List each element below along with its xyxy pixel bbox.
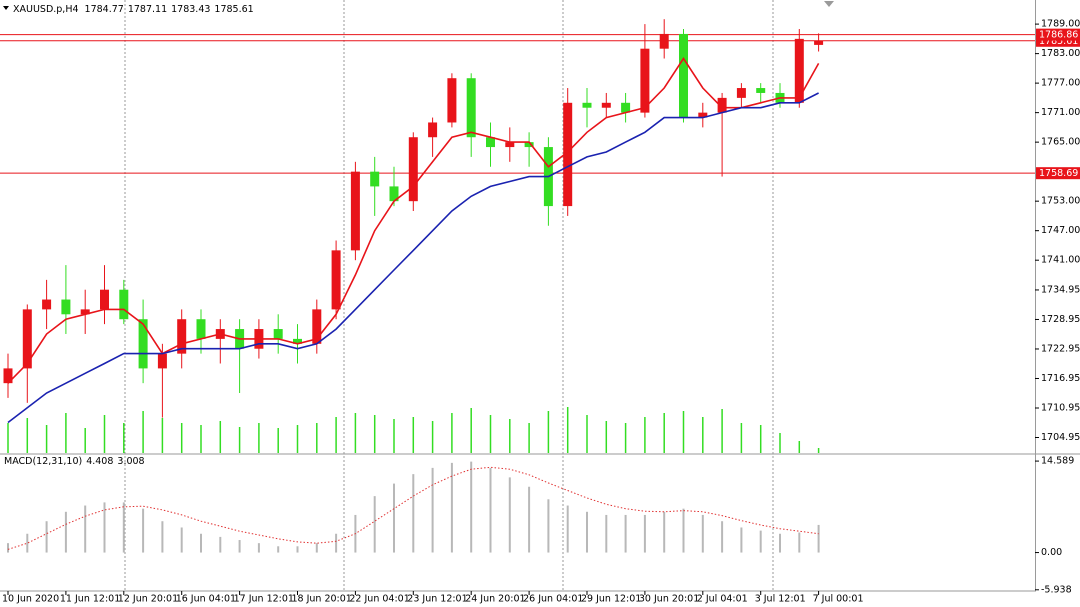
header-high: 1787.11 [128, 4, 167, 15]
moving-average [7, 57, 820, 384]
candle-body [563, 102, 573, 207]
header-arrow [3, 6, 9, 10]
y-tick-label: 1783.00 [1041, 48, 1080, 59]
candle-body [447, 78, 457, 123]
candle-body [138, 319, 148, 369]
chart-shift-marker [824, 1, 834, 7]
macd-value: 4.408 [86, 456, 113, 467]
macd-title: MACD(12,31,10) [4, 456, 82, 467]
candle-body [640, 48, 650, 113]
x-tick-label: 3 Jul 12:01 [755, 594, 806, 605]
y-tick-label: 1734.95 [1041, 284, 1080, 295]
y-tick-label: 1741.00 [1041, 255, 1080, 266]
y-tick-label: 1771.00 [1041, 107, 1080, 118]
price-label-box [1036, 28, 1080, 41]
header: XAUUSD.p,H4 1784.77 1787.11 1783.43 1785.61 [13, 4, 254, 15]
candle-body [331, 250, 341, 310]
candle-body [698, 112, 708, 118]
y-tick-label: 1753.00 [1041, 196, 1080, 207]
price-label-box [1036, 167, 1080, 180]
candle-body [100, 289, 109, 310]
candle-body [370, 171, 380, 187]
y-tick-label: 1777.00 [1041, 78, 1080, 89]
macd-signal [7, 466, 819, 550]
candle-body [679, 33, 688, 118]
candle-body [582, 102, 592, 108]
x-tick-label: 22 Jun 04:01 [349, 594, 409, 605]
y-tick-label: 1765.00 [1041, 137, 1080, 148]
price-label: 1786.86 [1039, 30, 1078, 41]
candle-body [350, 171, 360, 251]
price-label: 1758.69 [1039, 168, 1078, 179]
candle-body [756, 88, 766, 93]
header-open: 1784.77 [85, 4, 124, 15]
symbol-title: XAUUSD.p,H4 [13, 4, 79, 15]
x-tick-label: 17 Jun 12:01 [234, 594, 294, 605]
y-tick-label: 1722.95 [1041, 343, 1080, 354]
x-tick-label: 7 Jul 00:01 [813, 594, 864, 605]
layout [0, 0, 1080, 592]
x-tick-label: 29 Jun 12:01 [581, 594, 641, 605]
x-tick-label: 11 Jun 12:01 [60, 594, 120, 605]
x-tick-label: 2 Jul 04:01 [697, 594, 748, 605]
candle-body [196, 319, 206, 339]
candle-body [61, 299, 71, 315]
candle-body [717, 97, 727, 113]
candle-body [3, 368, 13, 384]
candle-body [273, 329, 283, 339]
moving-average [7, 92, 819, 424]
candle-body [736, 88, 746, 98]
candle-body [80, 309, 90, 315]
y-tick-label: 1728.95 [1041, 314, 1080, 325]
y-tick-label: 1747.00 [1041, 225, 1080, 236]
candle-body [157, 353, 167, 369]
candle-body [814, 40, 824, 45]
candle-body [389, 186, 399, 202]
x-tick-label: 16 Jun 04:01 [176, 594, 236, 605]
y-tick-label: 1710.95 [1041, 402, 1080, 413]
x-tick-label: 24 Jun 20:01 [465, 594, 525, 605]
x-tick-label: 10 Jun 2020 [2, 594, 59, 605]
candle-body [505, 142, 515, 148]
price-label: 1785.61 [1039, 36, 1078, 47]
candle-body [22, 309, 32, 369]
candle-body [601, 102, 611, 108]
x-tick-label: 23 Jun 12:01 [407, 594, 467, 605]
candle-body [466, 78, 476, 138]
x-tick-label: 26 Jun 04:01 [523, 594, 583, 605]
candle-body [659, 33, 669, 49]
y-tick-label: 1716.95 [1041, 373, 1080, 384]
x-tick-label: 12 Jun 20:01 [118, 594, 178, 605]
y-tick-label: 1789.00 [1041, 19, 1080, 30]
candle-body [177, 319, 187, 354]
candle-body [621, 102, 631, 113]
macd-header: MACD(12,31,10) 4.408 3.008 [4, 456, 145, 467]
signal-value: 3.008 [117, 456, 144, 467]
macd-y-tick-label: 0.00 [1041, 547, 1062, 558]
x-tick-label: 18 Jun 20:01 [292, 594, 352, 605]
candle-body [428, 122, 438, 138]
macd-y-tick-label: -5.938 [1041, 584, 1072, 595]
candle-body [293, 338, 302, 344]
macd-y-tick-label: 14.589 [1041, 456, 1074, 467]
header-close: 1785.61 [214, 4, 253, 15]
candle-body [486, 137, 495, 148]
candle-body [312, 309, 322, 344]
candle-body [42, 299, 52, 310]
candle-body [794, 38, 804, 103]
header-low: 1783.43 [171, 4, 210, 15]
candle-body [119, 289, 129, 320]
candle-body [524, 142, 534, 148]
x-tick-label: 30 Jun 20:01 [639, 594, 699, 605]
candle-body [408, 137, 418, 202]
y-tick-label: 1704.95 [1041, 432, 1080, 443]
